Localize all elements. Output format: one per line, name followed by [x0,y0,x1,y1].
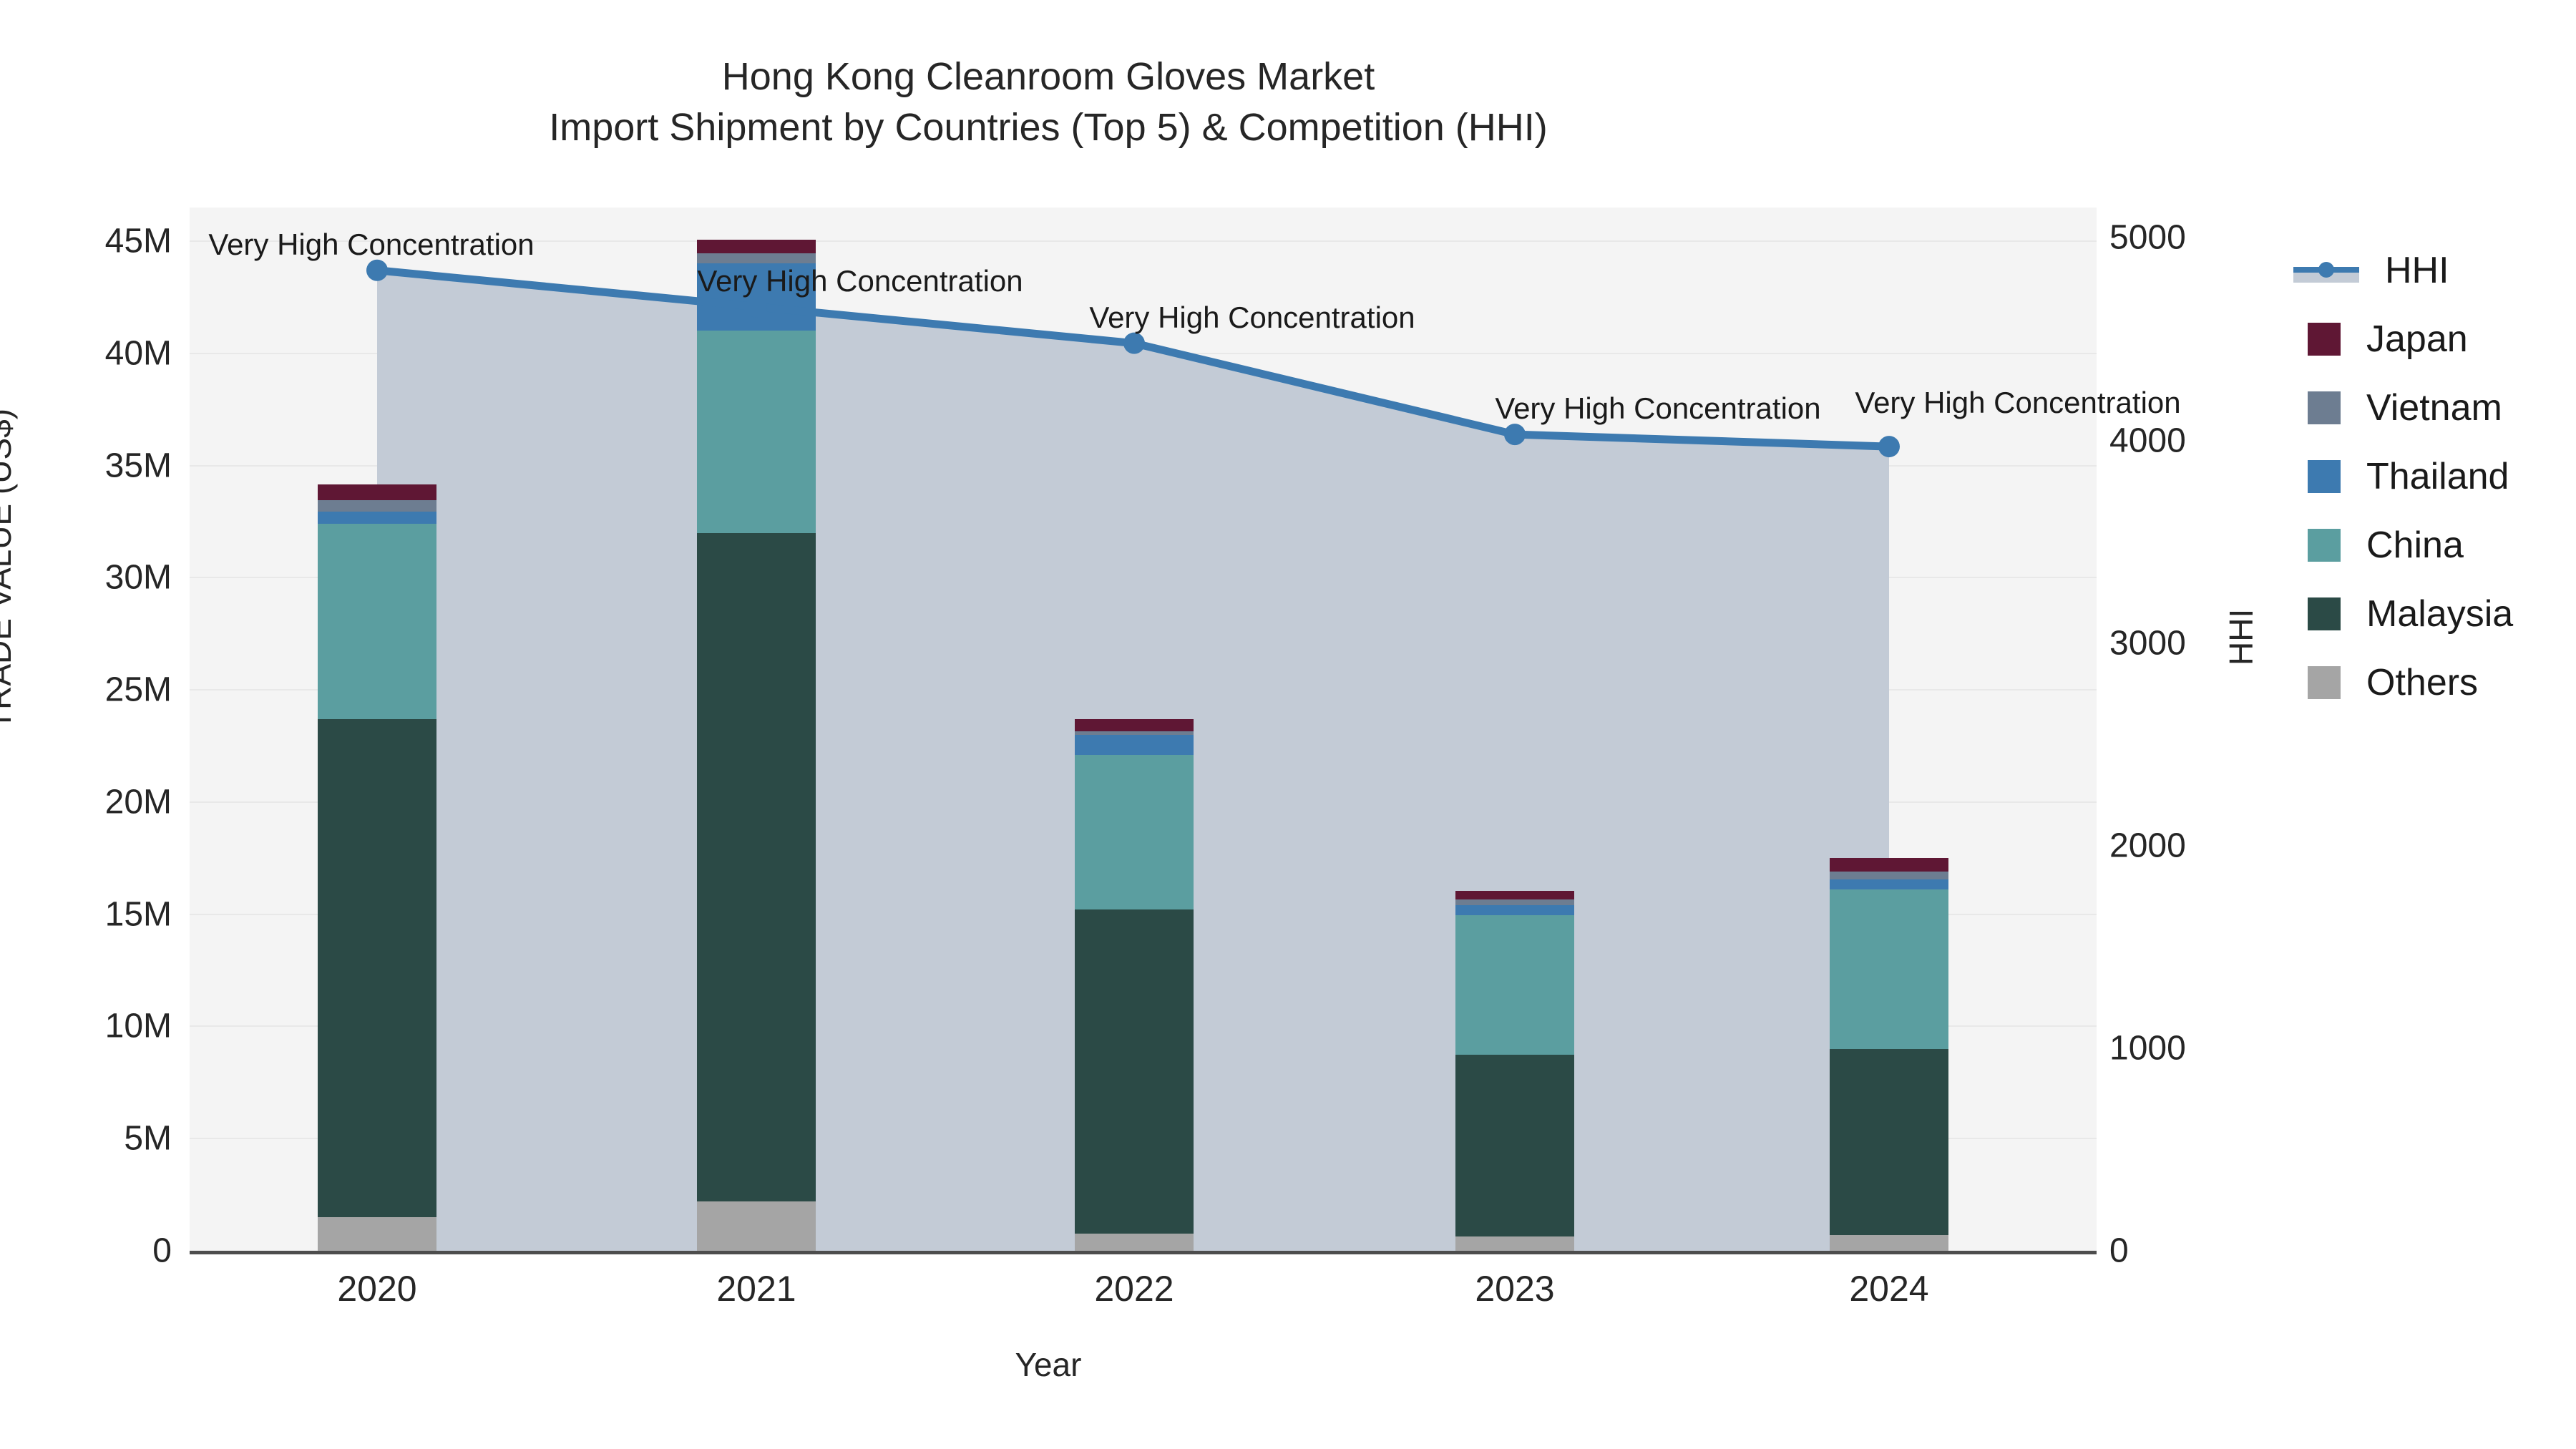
bar-segment-vietnam-2020[interactable] [318,500,436,512]
y-axis-right-title: HHI [2223,608,2260,665]
legend-swatch-others [2308,666,2341,699]
bar-segment-thailand-2020[interactable] [318,511,436,525]
y-tick-left-15M: 15M [104,895,172,934]
x-tick-2024: 2024 [1849,1269,1929,1309]
legend: HHI Japan Vietnam Thailand China Malaysia Othe… [2293,236,2576,717]
bar-segment-japan-2024[interactable] [1830,858,1948,872]
legend-swatch-japan [2308,323,2341,356]
annotation-2023: Very High Concentration [1495,391,1821,426]
y-tick-left-5M: 5M [124,1119,172,1158]
bar-segment-malaysia-2024[interactable] [1830,1048,1948,1236]
annotation-2020: Very High Concentration [208,227,535,261]
annotation-2022: Very High Concentration [1089,300,1415,334]
plot-inner: Very High Concentration Very High Concent… [190,208,2181,1252]
gridline [190,240,2097,243]
y-tick-left-40M: 40M [104,334,172,373]
legend-label-thailand: Thailand [2366,456,2509,497]
legend-label-china: China [2366,525,2464,566]
x-tick-2020: 2020 [337,1269,417,1309]
annotation-2021: Very High Concentration [697,263,1023,298]
x-tick-2022: 2022 [1094,1269,1174,1309]
bar-segment-malaysia-2021[interactable] [697,532,816,1201]
bar-segment-others-2022[interactable] [1075,1234,1194,1251]
bar-segment-vietnam-2023[interactable] [1455,899,1574,906]
legend-item-vietnam[interactable]: Vietnam [2293,374,2576,442]
legend-label-vietnam: Vietnam [2366,387,2502,429]
bar-segment-thailand-2022[interactable] [1075,734,1194,756]
legend-item-thailand[interactable]: Thailand [2293,442,2576,511]
legend-item-japan[interactable]: Japan [2293,305,2576,374]
legend-label-others: Others [2366,662,2479,703]
bar-segment-vietnam-2024[interactable] [1830,872,1948,880]
chart-title: Hong Kong Cleanroom Gloves Market Import… [0,52,2097,154]
hhi-marker-2021 [746,296,767,318]
hhi-marker-2023 [1504,424,1526,446]
bar-segment-china-2021[interactable] [697,331,816,533]
legend-line-icon [2293,254,2359,287]
legend-label-hhi: HHI [2385,250,2449,291]
bar-segment-china-2020[interactable] [318,524,436,719]
chart-title-line-1: Hong Kong Cleanroom Gloves Market [721,55,1375,98]
bar-segment-malaysia-2022[interactable] [1075,909,1194,1234]
y-tick-right-5000: 5000 [2109,218,2186,257]
x-tick-2023: 2023 [1475,1269,1555,1309]
bar-segment-japan-2021[interactable] [697,240,816,254]
bar-segment-malaysia-2023[interactable] [1455,1054,1574,1236]
y-tick-left-25M: 25M [104,670,172,709]
chart-title-line-2: Import Shipment by Countries (Top 5) & C… [549,106,1548,150]
bar-segment-vietnam-2021[interactable] [697,253,816,264]
bar-segment-malaysia-2020[interactable] [318,718,436,1217]
y-tick-left-30M: 30M [104,558,172,597]
y-tick-right-4000: 4000 [2109,421,2186,460]
x-axis-spine [190,1251,2097,1254]
bar-segment-japan-2022[interactable] [1075,718,1194,732]
bar-segment-japan-2020[interactable] [318,484,436,501]
legend-item-malaysia[interactable]: Malaysia [2293,580,2576,648]
bar-segment-thailand-2023[interactable] [1455,905,1574,916]
plot-area: Very High Concentration Very High Concent… [190,208,2181,1252]
y-tick-right-0: 0 [2109,1231,2129,1270]
legend-label-malaysia: Malaysia [2366,593,2514,635]
bar-segment-china-2024[interactable] [1830,889,1948,1049]
y-tick-left-45M: 45M [104,222,172,260]
legend-swatch-thailand [2308,460,2341,493]
y-tick-left-35M: 35M [104,447,172,485]
y-axis-left-title: TRADE VALUE (US$) [0,408,18,730]
bar-segment-others-2023[interactable] [1455,1236,1574,1251]
x-tick-2021: 2021 [716,1269,796,1309]
y-tick-left-10M: 10M [104,1007,172,1045]
bar-segment-vietnam-2022[interactable] [1075,731,1194,735]
bar-segment-china-2023[interactable] [1455,915,1574,1055]
legend-swatch-malaysia [2308,597,2341,630]
bar-segment-others-2021[interactable] [697,1201,816,1251]
bar-segment-japan-2023[interactable] [1455,890,1574,900]
legend-item-others[interactable]: Others [2293,648,2576,717]
legend-item-hhi[interactable]: HHI [2293,236,2576,305]
bar-segment-others-2024[interactable] [1830,1235,1948,1251]
y-tick-left-20M: 20M [104,783,172,821]
y-tick-right-1000: 1000 [2109,1029,2186,1068]
bar-segment-china-2022[interactable] [1075,755,1194,910]
hhi-marker-2024 [1878,436,1900,458]
legend-item-china[interactable]: China [2293,511,2576,580]
legend-swatch-vietnam [2308,391,2341,424]
y-tick-right-2000: 2000 [2109,826,2186,865]
bar-segment-thailand-2024[interactable] [1830,879,1948,890]
hhi-marker-2020 [366,259,388,281]
legend-label-japan: Japan [2366,318,2468,360]
hhi-marker-2022 [1123,332,1145,354]
y-tick-left-0: 0 [152,1231,172,1270]
y-tick-right-3000: 3000 [2109,624,2186,663]
x-axis-title: Year [1015,1346,1082,1383]
annotation-2024: Very High Concentration [1855,386,2181,420]
bar-segment-others-2020[interactable] [318,1216,436,1251]
legend-swatch-china [2308,529,2341,562]
